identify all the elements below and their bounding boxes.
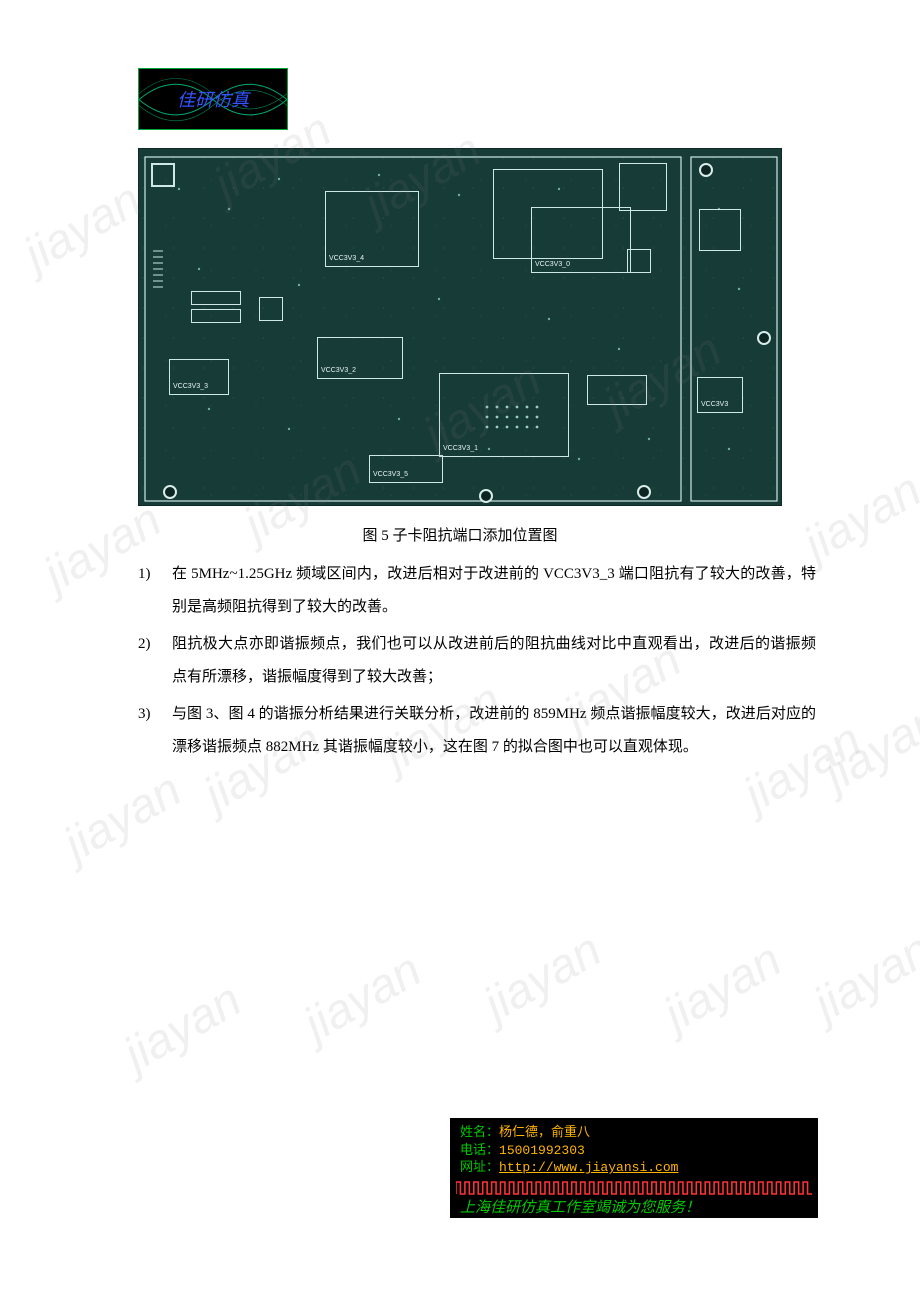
contact-card: 姓名：杨仁德，俞重八 电话：15001992303 网址：http://www.…: [450, 1118, 818, 1218]
list-text: 阻抗极大点亦即谐振频点，我们也可以从改进前后的阻抗曲线对比中直观看出，改进后的谐…: [172, 628, 816, 694]
contact-tel: 电话：15001992303: [460, 1142, 808, 1160]
watermark: jiayan: [115, 972, 251, 1082]
pcb-mounting-hole: [699, 163, 713, 177]
pcb-component: [151, 163, 175, 187]
watermark: jiayan: [15, 172, 151, 282]
pcb-port-label: VCC3V3: [701, 401, 728, 408]
watermark: jiayan: [295, 942, 431, 1052]
name-label: 姓名：: [460, 1125, 499, 1140]
pcb-mounting-hole: [479, 489, 493, 503]
pcb-port-label: VCC3V3_1: [443, 445, 478, 452]
pcb-component: [191, 309, 241, 323]
watermark: jiayan: [475, 922, 611, 1032]
watermark: jiayan: [805, 922, 920, 1032]
figure-pcb-layout: VCC3V3_4 VCC3V3_0 VCC3V3_3 VCC3V3_2 VCC3V3_1…: [138, 148, 782, 506]
web-label: 网址：: [460, 1160, 499, 1175]
slogan: 上海佳研仿真工作室竭诚为您服务！: [460, 1198, 808, 1218]
observation-list: 1)在 5MHz~1.25GHz 频域区间内，改进后相对于改进前的 VCC3V3…: [138, 558, 816, 768]
list-item: 3)与图 3、图 4 的谐振分析结果进行关联分析，改进前的 859MHz 频点谐…: [138, 698, 816, 764]
pcb-port-label: VCC3V3_0: [535, 261, 570, 268]
tel-label: 电话：: [460, 1143, 499, 1158]
pcb-port-label: VCC3V3_4: [329, 255, 364, 262]
list-item: 1)在 5MHz~1.25GHz 频域区间内，改进后相对于改进前的 VCC3V3…: [138, 558, 816, 624]
list-number: 2): [138, 628, 172, 694]
wave-divider: [456, 1180, 812, 1196]
logo-text: 佳研仿真: [177, 86, 249, 112]
pcb-component: [369, 455, 443, 483]
pcb-component: [627, 249, 651, 273]
watermark: jiayan: [55, 762, 191, 872]
list-number: 3): [138, 698, 172, 764]
list-item: 2)阻抗极大点亦即谐振频点，我们也可以从改进前后的阻抗曲线对比中直观看出，改进后…: [138, 628, 816, 694]
logo: 佳研仿真: [138, 68, 288, 130]
pcb-port-label: VCC3V3_3: [173, 383, 208, 390]
watermark: jiayan: [795, 462, 920, 572]
pcb-port-label: VCC3V3_2: [321, 367, 356, 374]
list-text: 在 5MHz~1.25GHz 频域区间内，改进后相对于改进前的 VCC3V3_3…: [172, 558, 816, 624]
figure-caption: 图 5 子卡阻抗端口添加位置图: [0, 524, 920, 545]
pcb-mounting-hole: [637, 485, 651, 499]
pcb-mounting-hole: [163, 485, 177, 499]
pcb-component: [587, 375, 647, 405]
contact-name: 姓名：杨仁德，俞重八: [460, 1124, 808, 1142]
pcb-component: [619, 163, 667, 211]
pcb-component: [259, 297, 283, 321]
watermark: jiayan: [655, 932, 791, 1042]
pcb-port-label: VCC3V3_5: [373, 471, 408, 478]
watermark: jiayan: [815, 692, 920, 802]
list-text: 与图 3、图 4 的谐振分析结果进行关联分析，改进前的 859MHz 频点谐振幅…: [172, 698, 816, 764]
pcb-mounting-hole: [757, 331, 771, 345]
web-link[interactable]: http://www.jiayansi.com: [499, 1160, 678, 1175]
contact-web: 网址：http://www.jiayansi.com: [460, 1159, 808, 1177]
pcb-component: [191, 291, 241, 305]
list-number: 1): [138, 558, 172, 624]
pcb-component: [699, 209, 741, 251]
name-value: 杨仁德，俞重八: [499, 1125, 590, 1140]
tel-value: 15001992303: [499, 1143, 585, 1158]
